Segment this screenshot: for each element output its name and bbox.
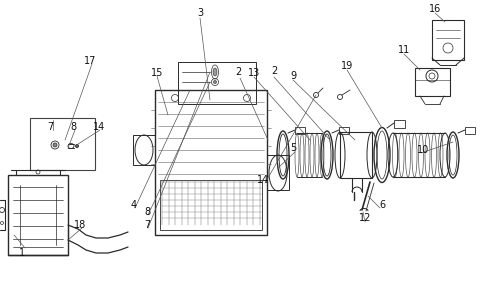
Text: 2: 2 [235, 67, 241, 77]
Bar [415, 68, 450, 96]
Text: 12: 12 [359, 213, 371, 223]
Bar [178, 62, 256, 104]
Text: 14: 14 [257, 175, 269, 185]
Bar [30, 118, 95, 170]
Text: 11: 11 [398, 45, 410, 55]
Bar [8, 175, 68, 255]
Ellipse shape [214, 81, 216, 84]
Text: 4: 4 [131, 200, 137, 210]
Bar [160, 180, 262, 230]
Text: 6: 6 [379, 200, 385, 210]
Bar [339, 127, 349, 134]
Text: 1: 1 [19, 248, 25, 258]
Text: 7: 7 [144, 220, 150, 230]
Text: 5: 5 [290, 143, 296, 153]
Text: 18: 18 [74, 220, 86, 230]
Bar [267, 155, 289, 190]
Text: 16: 16 [429, 4, 441, 14]
Text: 17: 17 [84, 56, 96, 66]
Ellipse shape [213, 68, 217, 76]
Text: 7: 7 [47, 122, 53, 132]
Text: 15: 15 [151, 68, 163, 78]
Text: 10: 10 [417, 145, 429, 155]
Text: 8: 8 [144, 207, 150, 217]
Text: 9: 9 [290, 71, 296, 81]
Bar [155, 90, 267, 235]
Bar [295, 127, 305, 134]
Text: 3: 3 [197, 8, 203, 18]
Text: 2: 2 [271, 66, 277, 76]
Text: 14: 14 [93, 122, 105, 132]
Bar [133, 135, 155, 165]
Bar [340, 132, 372, 178]
Text: 8: 8 [70, 122, 76, 132]
Ellipse shape [75, 145, 79, 148]
Text: 13: 13 [248, 68, 260, 78]
Bar [465, 127, 475, 134]
Bar [394, 120, 405, 128]
Ellipse shape [53, 143, 57, 147]
Text: 19: 19 [341, 61, 353, 71]
Bar [432, 20, 464, 60]
